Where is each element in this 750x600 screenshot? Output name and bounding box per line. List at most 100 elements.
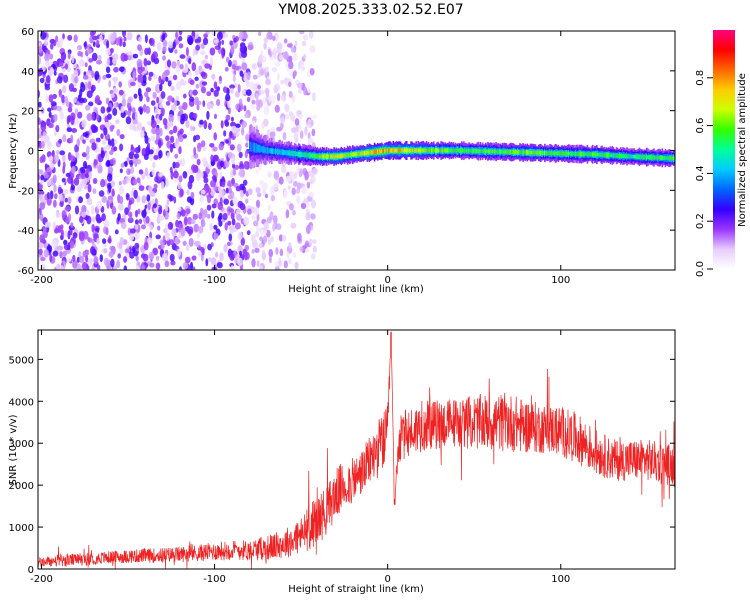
noise-cell	[198, 212, 203, 220]
noise-cell	[285, 175, 292, 182]
noise-cell	[39, 156, 44, 164]
noise-cell	[176, 212, 181, 220]
noise-cell	[274, 104, 280, 113]
noise-cell	[297, 232, 302, 242]
ridge-cell	[423, 148, 426, 153]
noise-cell	[238, 163, 245, 170]
ridge-cell	[286, 150, 289, 156]
noise-cell	[105, 144, 111, 151]
noise-cell	[121, 98, 126, 107]
noise-cell	[117, 213, 121, 222]
ridge-cell	[586, 152, 589, 156]
noise-cell	[227, 99, 231, 109]
noise-cell	[62, 33, 65, 40]
noise-cell	[61, 154, 66, 162]
noise-cell	[231, 218, 236, 226]
noise-cell	[62, 250, 67, 257]
noise-cell	[171, 61, 177, 69]
ridge-cell	[292, 150, 295, 157]
ridge-cell	[585, 152, 588, 156]
noise-cell	[200, 253, 204, 262]
noise-cell	[252, 74, 258, 80]
noise-cell	[170, 135, 175, 143]
ridge-cell	[353, 152, 355, 157]
noise-cell	[198, 225, 204, 234]
noise-cell	[78, 234, 85, 242]
noise-cell	[296, 194, 301, 204]
ridge-cell	[528, 150, 531, 155]
noise-cell	[173, 125, 178, 134]
noise-cell	[165, 178, 169, 188]
noise-cell	[255, 187, 261, 193]
noise-cell	[137, 74, 143, 83]
noise-cell	[234, 127, 240, 134]
noise-cell	[80, 169, 86, 174]
noise-cell	[119, 185, 125, 195]
ridge-cell	[564, 151, 567, 156]
noise-cell	[112, 57, 117, 65]
ridge-cell	[506, 149, 509, 155]
ridge-cell	[541, 150, 543, 156]
noise-cell	[304, 126, 308, 136]
noise-cell	[178, 223, 183, 229]
noise-cell	[67, 196, 72, 205]
ridge-cell	[351, 152, 353, 157]
noise-cell	[305, 211, 311, 221]
noise-cell	[55, 211, 61, 218]
ridge-cell	[632, 155, 634, 159]
ridge-cell	[656, 155, 658, 160]
noise-cell	[292, 209, 296, 216]
noise-cell	[154, 176, 159, 183]
noise-cell	[45, 94, 49, 103]
noise-cell	[219, 197, 223, 206]
noise-cell	[192, 48, 196, 57]
ridge-cell	[406, 148, 408, 153]
ridge-cell	[620, 153, 622, 158]
colorbar: 0.0 0.2 0.4 0.6 0.8 Normalized spectral ampl…	[695, 30, 748, 277]
noise-cell	[77, 51, 83, 57]
noise-cell	[244, 150, 248, 159]
noise-cell	[87, 183, 92, 193]
ridge-cell	[364, 151, 367, 156]
noise-cell	[86, 198, 93, 206]
ridge-cell	[455, 148, 458, 153]
noise-cell	[119, 247, 124, 255]
ridge-cell	[282, 149, 284, 156]
noise-cell	[152, 91, 157, 99]
noise-cell	[209, 57, 213, 66]
ridge-cell	[638, 154, 641, 160]
noise-cell	[277, 42, 283, 50]
ridge-cell	[606, 152, 609, 158]
ridge-cell	[328, 154, 330, 159]
noise-cell	[299, 130, 304, 139]
noise-cell	[197, 36, 202, 43]
noise-cell	[109, 150, 114, 156]
noise-cell	[64, 230, 68, 238]
ridge-cell	[352, 152, 354, 157]
ridge-cell	[379, 149, 381, 154]
noise-cell	[155, 103, 159, 109]
ridge-cell	[530, 151, 533, 155]
noise-cell	[179, 54, 186, 59]
noise-cell	[182, 262, 189, 270]
ridge-cell	[595, 152, 597, 157]
ridge-cell	[572, 151, 574, 156]
noise-cell	[73, 177, 80, 186]
ridge-cell	[669, 156, 672, 161]
ridge-cell	[570, 151, 572, 156]
ridge-cell	[440, 148, 442, 153]
ridge-cell	[468, 149, 470, 153]
ridge-cell	[403, 148, 406, 153]
noise-cell	[104, 152, 110, 162]
ridge-cell	[621, 154, 623, 158]
noise-cell	[160, 241, 165, 250]
noise-cell	[206, 204, 212, 211]
noise-cell	[200, 86, 206, 94]
noise-cell	[241, 120, 247, 128]
ridge-cell	[581, 152, 584, 157]
ridge-cell	[357, 151, 359, 157]
ridge-cell	[626, 154, 628, 159]
ridge-cell	[383, 148, 385, 154]
noise-cell	[189, 79, 195, 85]
ridge-cell	[561, 151, 564, 156]
